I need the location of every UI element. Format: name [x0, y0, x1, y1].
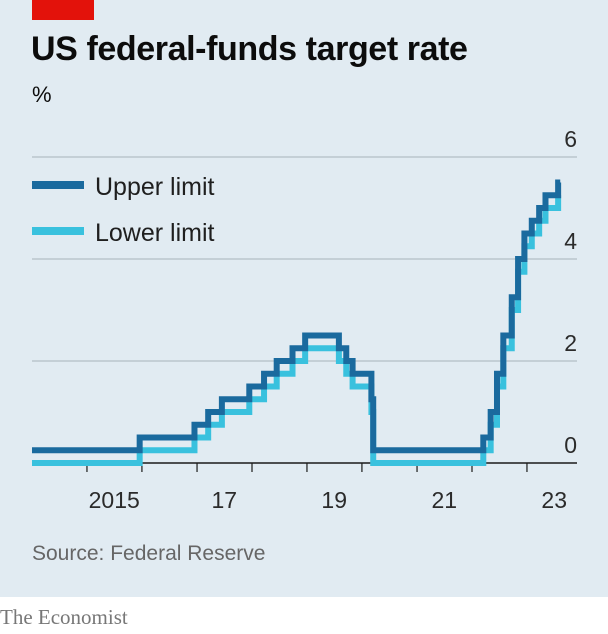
x-tick-label-1: 17 [211, 487, 237, 513]
series-group [32, 179, 562, 466]
y-tick-label-1: 2 [564, 330, 577, 356]
brand-red-tag [32, 0, 94, 20]
chart-title: US federal-funds target rate [31, 30, 468, 68]
y-tick-label-0: 0 [564, 432, 577, 458]
legend-label-upper: Upper limit [95, 173, 215, 201]
legend-swatch-upper [32, 181, 84, 189]
chart-svg: 0 2 4 6 2015 17 19 21 23 Upper limit Lower limi… [32, 126, 577, 513]
x-axis: 2015 17 19 21 23 [86, 463, 567, 513]
y-axis-ticks: 0 2 4 6 [564, 126, 577, 458]
x-tick-label-4: 23 [541, 487, 567, 513]
x-tick-label-0: 2015 [89, 487, 140, 513]
x-tick-label-2: 19 [321, 487, 347, 513]
brand-name: The Economist [0, 605, 128, 629]
source-note: Source: Federal Reserve [32, 542, 266, 565]
chart-panel [0, 0, 608, 597]
y-tick-label-2: 4 [564, 228, 577, 254]
y-tick-label-3: 6 [564, 126, 577, 152]
legend-swatch-lower [32, 227, 84, 235]
legend-label-lower: Lower limit [95, 219, 215, 247]
x-tick-label-3: 21 [431, 487, 457, 513]
series-upper-limit [32, 179, 562, 454]
legend: Upper limit Lower limit [32, 173, 215, 247]
unit-label: % [32, 82, 52, 107]
